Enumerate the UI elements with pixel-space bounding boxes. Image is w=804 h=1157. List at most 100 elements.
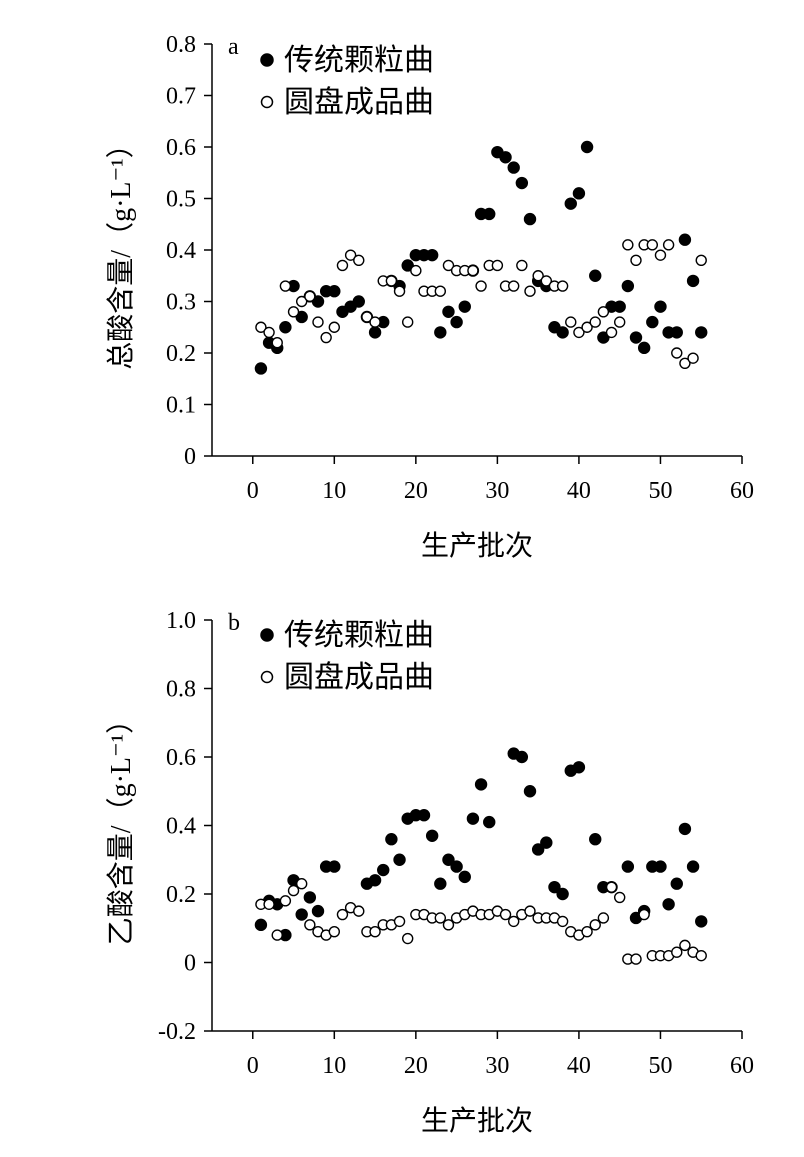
data-point xyxy=(336,259,349,272)
data-point xyxy=(483,207,496,221)
data-point xyxy=(295,908,308,921)
data-point xyxy=(654,300,667,313)
data-point xyxy=(622,239,634,251)
data-point xyxy=(637,341,651,355)
y-tick-label: 0 xyxy=(184,444,196,470)
x-tick-label: 20 xyxy=(404,1053,428,1079)
data-point xyxy=(353,905,365,917)
data-point xyxy=(499,151,512,164)
data-point xyxy=(605,326,618,339)
data-point xyxy=(353,254,365,266)
y-tick-label: 0.3 xyxy=(166,290,196,316)
data-point xyxy=(385,833,398,846)
data-point xyxy=(255,321,267,333)
data-point xyxy=(401,932,414,945)
data-point xyxy=(572,761,586,774)
data-point xyxy=(686,860,700,873)
data-point xyxy=(279,895,292,907)
data-point xyxy=(467,264,479,277)
y-tick-label: 0.6 xyxy=(166,745,196,771)
data-point xyxy=(678,233,692,246)
x-tick-label: 50 xyxy=(648,478,672,504)
series-filled xyxy=(254,747,708,942)
y-tick-label: 0.1 xyxy=(166,393,196,419)
data-point xyxy=(450,860,463,873)
data-point xyxy=(458,300,471,313)
data-point xyxy=(434,326,447,339)
data-point xyxy=(368,326,382,339)
data-point xyxy=(303,891,317,904)
data-point xyxy=(401,316,414,328)
data-point xyxy=(613,316,626,328)
y-tick-label: 0.5 xyxy=(166,187,196,213)
series-open xyxy=(255,239,707,369)
data-point xyxy=(254,362,268,375)
data-point xyxy=(515,176,529,190)
data-point xyxy=(662,239,675,251)
data-point xyxy=(410,264,422,277)
data-point xyxy=(654,249,667,261)
data-point xyxy=(483,815,496,829)
x-tick-label: 30 xyxy=(485,1053,509,1079)
data-point xyxy=(328,285,341,298)
data-point xyxy=(263,898,275,910)
data-point xyxy=(516,259,528,272)
y-tick-label: 0.4 xyxy=(166,814,196,840)
legend-label: 传统颗粒曲 xyxy=(284,619,434,652)
data-point xyxy=(597,912,610,924)
data-point xyxy=(434,285,447,297)
legend-marker xyxy=(260,670,274,684)
data-point xyxy=(695,326,708,339)
data-point xyxy=(442,919,455,931)
x-tick-label: 0 xyxy=(247,1053,259,1079)
data-point xyxy=(662,898,675,911)
data-point xyxy=(671,347,683,359)
data-point xyxy=(646,315,659,329)
data-point xyxy=(621,860,635,873)
data-point xyxy=(589,919,601,931)
y-tick-label: 0.2 xyxy=(166,341,196,367)
data-point xyxy=(589,833,602,846)
x-tick-label: 40 xyxy=(567,478,591,504)
data-point xyxy=(671,946,683,958)
data-point xyxy=(687,352,699,364)
data-point xyxy=(564,197,577,210)
data-point xyxy=(425,829,439,842)
data-point xyxy=(670,877,683,890)
data-point xyxy=(695,254,707,266)
data-point xyxy=(597,306,610,318)
data-point xyxy=(524,905,536,917)
x-tick-label: 20 xyxy=(404,478,428,504)
data-point xyxy=(581,925,593,938)
y-tick-label: 0.4 xyxy=(166,238,196,264)
data-point xyxy=(613,891,626,904)
data-point xyxy=(361,311,373,323)
data-point xyxy=(474,778,488,791)
data-point xyxy=(581,321,593,333)
panel-label: a xyxy=(228,34,239,60)
x-tick-label: 10 xyxy=(322,1053,346,1079)
y-tick-label: 0.8 xyxy=(166,677,196,703)
legend-marker xyxy=(260,628,274,642)
data-point xyxy=(556,915,569,928)
data-point xyxy=(450,315,463,329)
data-point xyxy=(304,919,316,931)
data-point xyxy=(556,280,569,292)
data-point xyxy=(638,908,650,921)
y-axis-label: 总酸含量/（g·L⁻¹） xyxy=(105,130,137,369)
data-point xyxy=(556,887,569,901)
legend-label: 传统颗粒曲 xyxy=(284,44,434,77)
data-point xyxy=(621,279,635,293)
x-axis-label: 生产批次 xyxy=(421,1105,533,1137)
data-point xyxy=(565,316,577,328)
data-point xyxy=(540,275,553,287)
data-point xyxy=(523,212,537,226)
data-point xyxy=(271,929,283,941)
data-point xyxy=(573,326,585,339)
data-point xyxy=(393,285,406,297)
data-point xyxy=(589,269,602,282)
data-point xyxy=(532,270,544,282)
chart-panel-b: -0.2 0 0.2 0.4 0.6 0.8 1.0 0 10 20 30 40 50 60 生产批次 乙酸含… xyxy=(105,608,754,1137)
data-point xyxy=(629,331,643,344)
data-point xyxy=(295,295,308,308)
